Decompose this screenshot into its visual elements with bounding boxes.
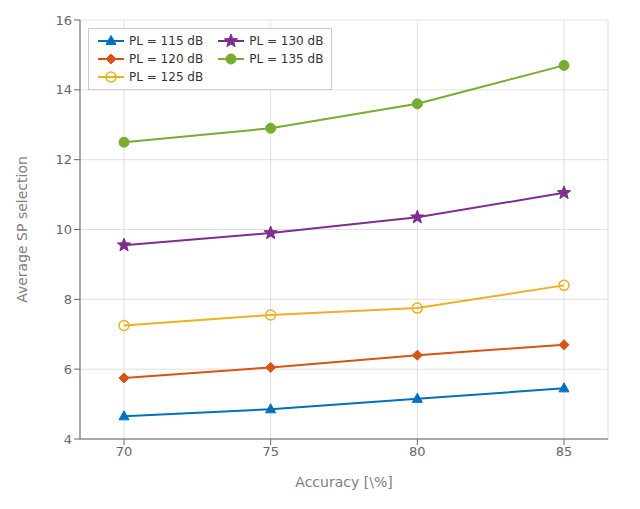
html-text:PL = 130 dB: PL = 130 dB — [249, 34, 324, 48]
html-text:PL = 135 dB: PL = 135 dB — [249, 52, 324, 66]
svg-text:10: 10 — [55, 222, 72, 237]
svg-text:6: 6 — [64, 362, 72, 377]
svg-text:8: 8 — [64, 292, 72, 307]
svg-text:85: 85 — [556, 444, 573, 459]
html-text:PL = 115 dB: PL = 115 dB — [129, 34, 204, 48]
svg-text:16: 16 — [55, 13, 72, 28]
svg-text:14: 14 — [55, 82, 72, 97]
svg-text:Accuracy [\%]: Accuracy [\%] — [295, 474, 392, 490]
svg-text:80: 80 — [409, 444, 426, 459]
html-text:PL = 125 dB: PL = 125 dB — [129, 70, 204, 84]
svg-text:75: 75 — [262, 444, 279, 459]
svg-text:4: 4 — [64, 432, 72, 447]
html-text:PL = 120 dB: PL = 120 dB — [129, 52, 204, 66]
svg-text:Average SP selection: Average SP selection — [14, 156, 30, 303]
svg-text:12: 12 — [55, 152, 72, 167]
svg-text:70: 70 — [116, 444, 133, 459]
